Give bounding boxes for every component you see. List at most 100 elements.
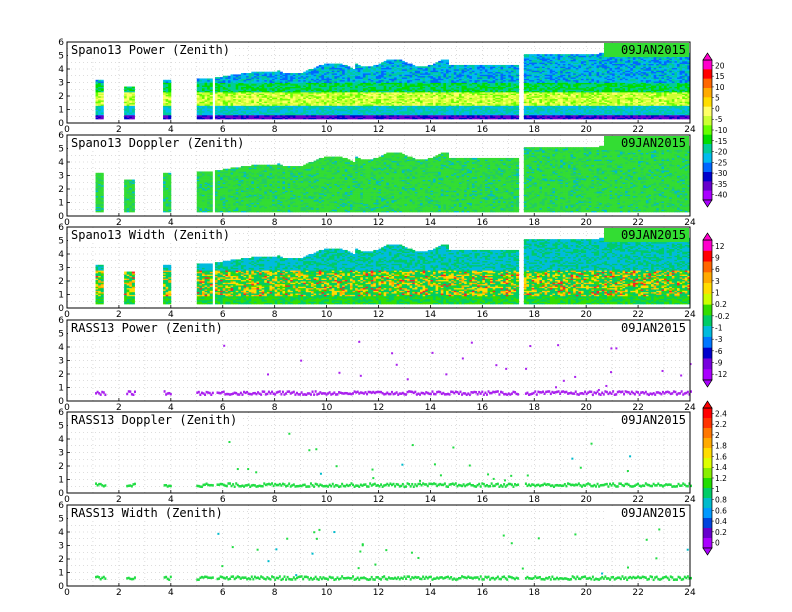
heatmap-cell: [329, 102, 333, 105]
heatmap-cell: [329, 106, 333, 109]
heatmap-cell: [308, 106, 312, 109]
heatmap-cell: [292, 73, 296, 75]
heatmap-cell: [246, 73, 250, 75]
heatmap-cell: [334, 83, 338, 86]
heatmap-cell: [298, 77, 302, 79]
heatmap-cell: [287, 85, 291, 87]
heatmap-cell: [326, 90, 330, 93]
heatmap-cell: [300, 78, 304, 81]
heatmap-cell: [272, 82, 276, 85]
heatmap-cell: [318, 93, 322, 96]
heatmap-cell: [305, 74, 309, 77]
heatmap-cell: [311, 86, 315, 89]
heatmap-cell: [266, 100, 270, 102]
heatmap-cell: [248, 100, 252, 102]
heatmap-cell: [303, 91, 307, 94]
heatmap-cell: [323, 79, 327, 82]
heatmap-cell: [129, 100, 133, 102]
heatmap-cell: [334, 117, 338, 120]
heatmap-cell: [295, 112, 299, 114]
heatmap-cell: [279, 86, 283, 89]
heatmap-cell: [246, 117, 250, 120]
heatmap-cell: [248, 86, 252, 89]
heatmap-cell: [326, 87, 330, 90]
heatmap-cell: [259, 74, 263, 77]
heatmap-cell: [303, 82, 307, 85]
heatmap-cell: [225, 101, 229, 104]
heatmap-cell: [126, 106, 130, 109]
heatmap-cell: [298, 104, 302, 106]
heatmap-cell: [259, 79, 263, 82]
heatmap-cell: [274, 106, 278, 109]
heatmap-cell: [230, 82, 234, 85]
heatmap-cell: [316, 74, 320, 77]
heatmap-cell: [253, 73, 257, 75]
heatmap-cell: [248, 112, 252, 114]
heatmap-cell: [233, 112, 237, 114]
heatmap-cell: [290, 98, 294, 101]
heatmap-cell: [251, 100, 255, 102]
heatmap-cell: [233, 78, 237, 81]
heatmap-cell: [230, 116, 234, 118]
heatmap-cell: [168, 104, 172, 106]
heatmap-cell: [238, 83, 242, 86]
heatmap-cell: [279, 105, 283, 108]
heatmap-cell: [292, 97, 296, 100]
heatmap-cell: [233, 114, 237, 117]
heatmap-cell: [295, 87, 299, 90]
heatmap-cell: [233, 82, 237, 85]
heatmap-cell: [321, 69, 325, 71]
heatmap-cell: [290, 104, 294, 106]
heatmap-cell: [233, 102, 237, 105]
heatmap-cell: [243, 83, 247, 86]
heatmap-cell: [279, 81, 283, 83]
heatmap-cell: [266, 86, 270, 89]
heatmap-cell: [129, 104, 133, 106]
heatmap-cell: [331, 94, 335, 97]
heatmap-cell: [209, 90, 213, 93]
heatmap-cell: [272, 85, 276, 87]
heatmap-cell: [259, 94, 263, 97]
heatmap-cell: [264, 116, 268, 118]
heatmap-cell: [311, 75, 315, 78]
heatmap-cell: [233, 105, 237, 108]
heatmap-cell: [209, 81, 213, 83]
heatmap-cell: [196, 112, 200, 114]
heatmap-cell: [290, 94, 294, 97]
heatmap-cell: [253, 113, 257, 116]
heatmap-cell: [248, 108, 252, 110]
heatmap-cell: [435, 62, 439, 64]
heatmap-cell: [503, 64, 507, 67]
heatmap-cell: [243, 108, 247, 110]
heatmap-cell: [235, 85, 239, 87]
heatmap-cell: [329, 81, 333, 83]
heatmap-cell: [269, 75, 273, 78]
heatmap-cell: [98, 85, 102, 87]
heatmap-cell: [313, 108, 317, 110]
heatmap-cell: [269, 100, 273, 102]
heatmap-cell: [272, 116, 276, 118]
heatmap-cell: [230, 74, 234, 77]
heatmap-cell: [334, 89, 338, 91]
heatmap-cell: [163, 114, 167, 117]
heatmap-cell: [300, 82, 304, 85]
heatmap-cell: [233, 74, 237, 77]
heatmap-cell: [126, 93, 130, 96]
heatmap-cell: [248, 93, 252, 96]
heatmap-cell: [227, 100, 231, 102]
heatmap-cell: [287, 117, 291, 120]
heatmap-cell: [323, 109, 327, 112]
heatmap-cell: [220, 102, 224, 105]
heatmap-cell: [207, 86, 211, 89]
heatmap-cell: [209, 89, 213, 91]
heatmap-cell: [292, 109, 296, 112]
heatmap-cell: [311, 89, 315, 91]
heatmap-cell: [279, 109, 283, 112]
heatmap-cell: [329, 96, 333, 98]
heatmap-cell: [295, 89, 299, 91]
heatmap-cell: [279, 100, 283, 102]
heatmap-cell: [305, 109, 309, 112]
heatmap-cell: [131, 112, 135, 114]
heatmap-cell: [323, 96, 327, 98]
heatmap-cell: [264, 75, 268, 78]
